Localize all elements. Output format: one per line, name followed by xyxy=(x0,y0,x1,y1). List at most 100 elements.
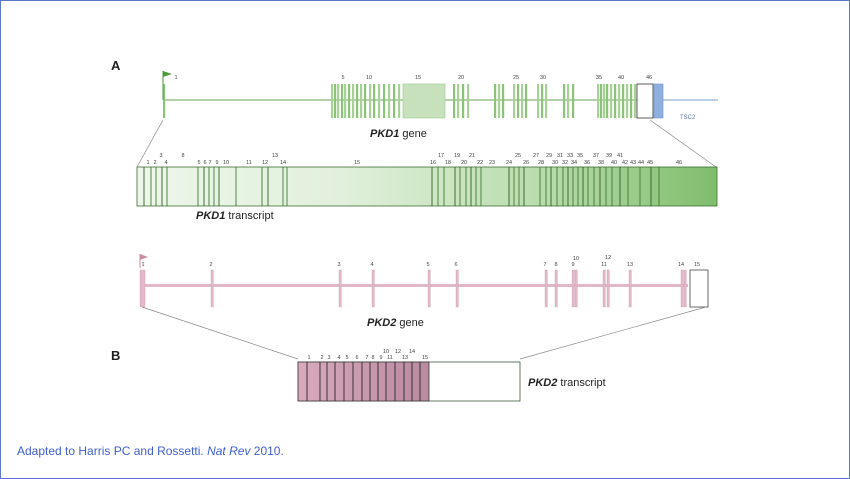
pkd1-gene-exon xyxy=(513,84,516,118)
pkd1-gene-exon xyxy=(352,84,355,118)
pkd1-exon-46-utr xyxy=(636,83,654,119)
pkd1-transcript-label: PKD1 transcript xyxy=(196,210,274,222)
pkd1-gene-exon xyxy=(634,84,637,118)
pkd1-connector-right xyxy=(649,119,717,168)
pkd2-gene-exon xyxy=(427,269,431,308)
pkd1-transcript-exon-number: 37 xyxy=(593,153,599,159)
pkd1-transcript-exon-number: 35 xyxy=(577,153,583,159)
pkd2-transcript-exon-number: 1 xyxy=(307,355,310,361)
pkd1-gene-exon xyxy=(364,84,367,118)
pkd1-gene-exon xyxy=(467,84,470,118)
pkd2-gene-exon-number: 4 xyxy=(370,262,373,268)
pkd1-gene-exon xyxy=(537,84,540,118)
pkd2-transcript-exon-number: 5 xyxy=(345,355,348,361)
pkd1-transcript-exon-number: 26 xyxy=(523,160,529,166)
promoter-flag-icon xyxy=(162,71,172,100)
pkd1-transcript-exon-number: 14 xyxy=(280,160,286,166)
pkd1-transcript-exon-number: 16 xyxy=(430,160,436,166)
pkd2-gene-exon xyxy=(455,269,459,308)
pkd2-gene-line xyxy=(140,284,688,287)
pkd1-transcript-exon-number: 44 xyxy=(638,160,644,166)
pkd1-transcript-exon-number: 20 xyxy=(461,160,467,166)
pkd1-transcript-exon-number: 6 xyxy=(203,160,206,166)
pkd1-transcript-exon-number: 1 xyxy=(146,160,149,166)
pkd2-transcript-label: PKD2 transcript xyxy=(528,377,606,389)
pkd1-gene-exon xyxy=(348,84,351,118)
pkd1-gene: TSC2 1 5 10 15 20 25 30 35 40 46 PKD1 gene xyxy=(162,71,718,140)
pkd1-gene-exon xyxy=(541,84,544,118)
pkd1-transcript-exon-number: 7 xyxy=(208,160,211,166)
pkd1-transcript-exon-number: 2 xyxy=(153,160,156,166)
source-caption: Adapted to Harris PC and Rossetti. Nat R… xyxy=(17,444,284,458)
pkd1-transcript-exon-number: 24 xyxy=(506,160,512,166)
pkd1-transcript-exon-number: 32 xyxy=(562,160,568,166)
pkd1-transcript-exon-number: 42 xyxy=(622,160,628,166)
pkd2-gene-exon xyxy=(544,269,548,308)
pkd1-gene-exon xyxy=(337,84,340,118)
panel-label-b: B xyxy=(111,348,120,363)
pkd1-transcript-exon-number: 45 xyxy=(647,160,653,166)
pkd1-transcript-exon-number: 33 xyxy=(567,153,573,159)
pkd1-gene-exon xyxy=(494,84,497,118)
pkd2-transcript-exon-number: 10 xyxy=(383,349,389,355)
pkd1-transcript-exon-number: 40 xyxy=(611,160,617,166)
pkd1-gene-exon-number: 10 xyxy=(366,75,372,81)
pkd1-gene-exon xyxy=(622,84,625,118)
pkd1-transcript-exon-number: 5 xyxy=(197,160,200,166)
promoter-flag-icon xyxy=(139,254,148,268)
pkd2-gene-exon-number: 13 xyxy=(627,262,633,268)
pkd2-gene-exon xyxy=(371,269,375,308)
pkd1-gene-exon xyxy=(614,84,617,118)
pkd1-gene-exon-15 xyxy=(402,83,446,119)
pkd1-transcript-exon-number: 31 xyxy=(557,153,563,159)
pkd2-gene-label: PKD2 gene xyxy=(367,317,424,329)
pkd2-gene-exon-number: 9 xyxy=(571,262,574,268)
pkd2-transcript-exon-number: 2 xyxy=(320,355,323,361)
pkd1-transcript-exon-number: 12 xyxy=(262,160,268,166)
pkd1-gene-exon xyxy=(457,84,460,118)
pkd2-gene-exon-number: 15 xyxy=(694,262,700,268)
pkd2-transcript-exon-number: 6 xyxy=(355,355,358,361)
pkd2-transcript-exon-number: 8 xyxy=(371,355,374,361)
pkd1-transcript-exon-number: 34 xyxy=(571,160,577,166)
pkd1-gene-exon-numbers: 1 5 10 15 20 25 30 35 40 46 xyxy=(174,75,652,81)
pkd1-gene-exon xyxy=(344,84,347,118)
pkd2-transcript-exon-number: 9 xyxy=(379,355,382,361)
pkd1-gene-exons xyxy=(163,83,637,119)
pkd2-gene-exon-number: 6 xyxy=(454,262,457,268)
pkd1-gene-exon xyxy=(462,84,465,118)
pkd2-transcript-exon-number: 12 xyxy=(395,349,401,355)
pkd1-gene-exon-number: 1 xyxy=(174,75,177,81)
pkd2-gene-exon xyxy=(139,269,146,308)
pkd1-transcript-exon-number: 10 xyxy=(223,160,229,166)
tsc2-exon xyxy=(653,83,664,119)
pkd1-gene-exon xyxy=(334,84,337,118)
pkd1-gene-exon-number: 40 xyxy=(618,75,624,81)
pkd2-gene-exons xyxy=(139,269,687,308)
pkd1-gene-exon xyxy=(567,84,570,118)
panel-label-a: A xyxy=(111,58,121,73)
pkd1-transcript-exon-number: 41 xyxy=(617,153,623,159)
pkd1-gene-exon-number: 20 xyxy=(458,75,464,81)
pkd1-transcript-exon-number: 46 xyxy=(676,160,682,166)
pkd1-gene-exon xyxy=(630,84,633,118)
pkd1-gene-exon xyxy=(393,84,396,118)
pkd2-gene-exon-number: 3 xyxy=(337,262,340,268)
pkd2-gene-exon xyxy=(680,269,684,308)
pkd1-transcript-exon-number: 39 xyxy=(606,153,612,159)
pkd1-transcript-exon-number: 15 xyxy=(354,160,360,166)
pkd1-gene-exon xyxy=(388,84,391,118)
pkd1-transcript-exon-number: 8 xyxy=(181,153,184,159)
pkd1-gene-exon-number: 5 xyxy=(341,75,344,81)
pkd1-gene-label: PKD1 gene xyxy=(370,128,427,140)
pkd2-exon-15-utr xyxy=(689,269,709,308)
pkd2-gene-exon-number: 14 xyxy=(678,262,684,268)
pkd2-gene-exon-number: 10 xyxy=(573,256,579,262)
pkd1-transcript-exon-number: 17 xyxy=(438,153,444,159)
pkd1-gene-exon xyxy=(597,84,600,118)
pkd1-gene-exon xyxy=(383,84,386,118)
